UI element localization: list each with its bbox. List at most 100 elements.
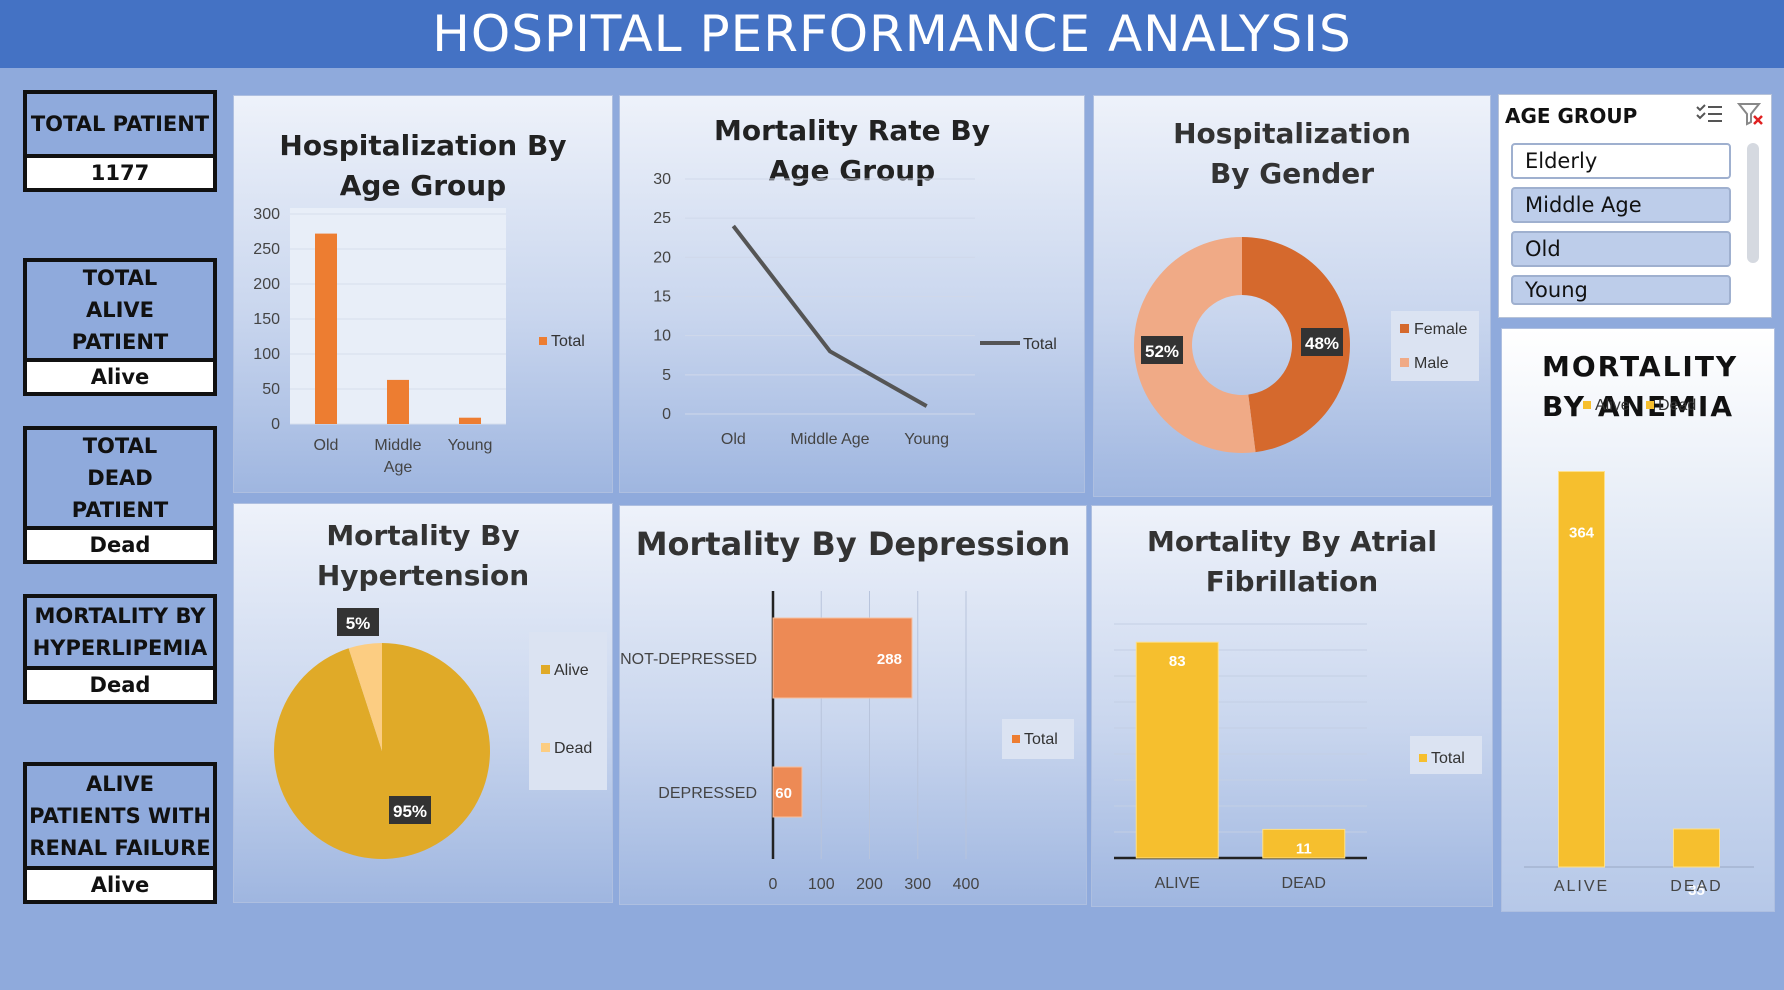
x-tick-label: DEAD: [1282, 875, 1326, 892]
kpi-value: Dead: [27, 666, 213, 700]
data-label: 48%: [1305, 334, 1339, 353]
y-tick-label: 0: [271, 416, 280, 433]
data-label: 95%: [393, 802, 427, 821]
kpi-total-patient: TOTAL PATIENT 1177: [23, 90, 217, 192]
bar: [772, 617, 913, 699]
slicer-header: AGE GROUP: [1505, 101, 1765, 131]
chart-mortality-depression: Mortality By Depression 0 100 200 300 400 NOT…: [619, 505, 1087, 905]
pie-slice: [273, 643, 490, 859]
bar: [459, 417, 481, 424]
x-tick-label: DEAD: [1670, 878, 1722, 895]
x-tick-label: 100: [808, 876, 835, 893]
x-tick-label: Young: [448, 437, 493, 454]
data-label: 35: [1688, 882, 1705, 899]
data-label: 83: [1169, 653, 1186, 670]
data-label: 364: [1569, 525, 1595, 542]
x-tick-label: 400: [953, 876, 980, 893]
kpi-total-alive: TOTAL ALIVE PATIENT Alive: [23, 258, 217, 396]
kpi-mortality-hyperlipemia: MORTALITY BY HYPERLIPEMIA Dead: [23, 594, 217, 704]
legend-label: Male: [1414, 355, 1449, 372]
y-tick-label: 25: [653, 210, 671, 227]
chart-title: Mortality By Atrial Fibrillation: [1146, 525, 1438, 598]
x-tick-label: ALIVE: [1554, 878, 1609, 895]
kpi-value: 1177: [27, 154, 213, 188]
chart-mortality-rate-age: Mortality Rate By Age Group 0 5 10 15 20 25 30…: [619, 95, 1085, 493]
x-tick-label: 200: [856, 876, 883, 893]
legend-label: Total: [1023, 336, 1057, 353]
y-tick-label: 200: [253, 276, 280, 293]
legend-label: Total: [551, 333, 585, 350]
bar: [772, 766, 803, 818]
clear-filter-icon[interactable]: [1736, 102, 1765, 131]
slicer-item-old[interactable]: Old: [1511, 231, 1731, 267]
series-line: [731, 224, 928, 408]
legend-swatch: [541, 665, 550, 674]
bar: [315, 233, 337, 424]
slicer-item-young[interactable]: Young: [1511, 275, 1731, 305]
legend-swatch: [539, 337, 547, 345]
slicer-item-middle-age[interactable]: Middle Age: [1511, 187, 1731, 223]
chart-title: Hospitalization By Gender: [1173, 117, 1411, 190]
data-label-box: [337, 608, 379, 636]
legend-label: Total: [1024, 731, 1058, 748]
legend-swatch: [541, 743, 550, 752]
y-tick-label: 300: [253, 206, 280, 223]
slicer-item-elderly[interactable]: Elderly: [1511, 143, 1731, 179]
data-label-box: [1141, 336, 1183, 364]
data-label: 52%: [1145, 342, 1179, 361]
chart-hospitalization-age: Hospitalization By Age Group 0 50 100 150 20…: [233, 95, 613, 493]
chart-mortality-atrial-fibrillation: Mortality By Atrial Fibrillation 83 ALIVE…: [1091, 505, 1493, 907]
y-tick-label: 0: [662, 406, 671, 423]
donut-slice: [1133, 237, 1256, 453]
chart-mortality-rate-age-svg: 0 5 10 15 20 25 30 Old Middle Age Young Total: [653, 171, 1057, 448]
chart-mortality-hypertension-svg: 95% 5% Alive Dead: [273, 608, 607, 859]
y-tick-label: 20: [653, 249, 671, 266]
kpi-total-dead: TOTAL DEAD PATIENT Dead: [23, 426, 217, 564]
chart-hospitalization-gender: Hospitalization By Gender 48% 52% Female Ma…: [1093, 95, 1491, 497]
x-tick-label: Middle: [374, 437, 421, 454]
bar: [1262, 828, 1346, 859]
x-tick-label: 0: [769, 876, 778, 893]
chart-mortality-depression-svg: 0 100 200 300 400 NOT-DEPRESSED 288 DEPRESSED 60…: [620, 591, 1074, 893]
multi-select-icon[interactable]: [1695, 103, 1723, 130]
kpi-label: TOTAL PATIENT: [30, 112, 210, 136]
chart-title: Hospitalization By Age Group: [279, 129, 567, 202]
bar: [387, 379, 409, 424]
x-tick-label: Middle Age: [790, 431, 869, 448]
slicer-scrollbar[interactable]: [1747, 143, 1759, 263]
legend-box: [1391, 311, 1479, 381]
kpi-label: MORTALITY BY HYPERLIPEMIA: [32, 604, 208, 660]
x-tick-label: Old: [721, 431, 746, 448]
y-tick-label: 250: [253, 241, 280, 258]
bar: [1673, 828, 1720, 868]
legend-label: Alive: [554, 662, 589, 679]
y-tick-label: NOT-DEPRESSED: [620, 651, 757, 668]
age-group-slicer: AGE GROUP Elderly Middle Age Old Young: [1498, 94, 1772, 318]
x-tick-label: 300: [904, 876, 931, 893]
chart-title: Mortality Rate By Age Group: [714, 114, 990, 187]
chart-mortality-atrial-fibrillation-svg: 83 ALIVE 11 DEAD Total: [1114, 623, 1482, 892]
x-tick-label: ALIVE: [1155, 875, 1200, 892]
bar: [1135, 641, 1219, 859]
legend-swatch: [1400, 358, 1409, 367]
legend-swatch: [1419, 754, 1427, 762]
kpi-alive-renal-failure: ALIVE PATIENTS WITH RENAL FAILURE Alive: [23, 762, 217, 904]
data-label: 5%: [346, 614, 371, 633]
chart-title: MORTALITY BY ANEMIA: [1542, 350, 1739, 423]
legend-swatch: [1400, 324, 1409, 333]
y-tick-label: 100: [253, 346, 280, 363]
chart-title: Mortality By Depression: [635, 525, 1071, 563]
chart-hospitalization-gender-svg: 48% 52% Female Male: [1133, 237, 1479, 453]
bar: [1558, 471, 1605, 868]
legend-label: Total: [1431, 750, 1465, 767]
pie-slice: [348, 643, 382, 751]
y-tick-label: 15: [653, 289, 671, 306]
data-label-box: [1301, 328, 1343, 356]
legend-swatch: [1646, 401, 1654, 409]
kpi-value: Alive: [27, 866, 213, 900]
x-tick-label: Age: [384, 459, 413, 476]
y-tick-label: 30: [653, 171, 671, 188]
kpi-label: ALIVE PATIENTS WITH RENAL FAILURE: [29, 772, 211, 860]
chart-hospitalization-age-svg: 0 50 100 150 200 250 300 Old Middle Age Young Total: [253, 206, 585, 476]
